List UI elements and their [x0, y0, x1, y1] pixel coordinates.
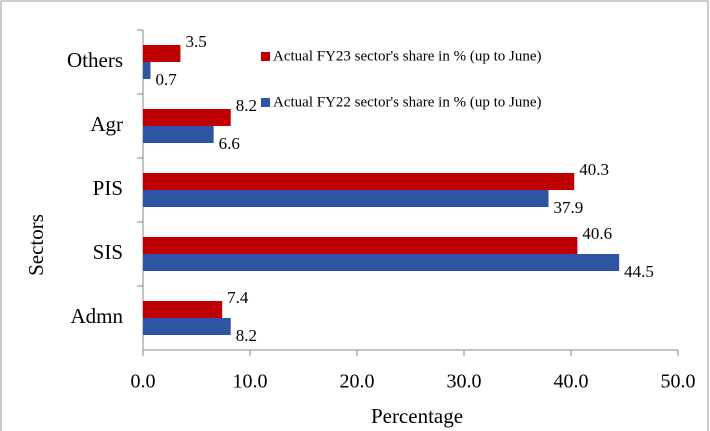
x-tick-label: 20.0: [340, 371, 375, 393]
bar: [143, 190, 549, 207]
bar: [143, 62, 151, 79]
bar: [143, 301, 223, 318]
bar: [143, 173, 575, 190]
data-label: 0.7: [155, 70, 177, 89]
legend-swatch: [261, 98, 270, 107]
bar: [143, 254, 620, 271]
x-tick-label: 50.0: [661, 371, 696, 393]
data-label: 40.3: [579, 160, 609, 179]
data-label: 40.6: [582, 224, 612, 243]
y-tick-label: Agr: [90, 112, 123, 136]
data-label: 6.6: [219, 134, 240, 153]
bar: [143, 237, 578, 254]
x-axis-label: Percentage: [371, 404, 463, 428]
bar: [143, 45, 181, 62]
y-axis-label: Sectors: [24, 214, 48, 276]
x-tick-label: 10.0: [233, 371, 268, 393]
y-tick-label: Others: [67, 48, 123, 72]
legend-label: Actual FY22 sector's share in % (up to J…: [273, 94, 541, 110]
data-label: 8.2: [236, 96, 257, 115]
legend-label: Actual FY23 sector's share in % (up to J…: [273, 48, 541, 64]
bar: [143, 318, 231, 335]
data-label: 8.2: [236, 326, 257, 345]
y-tick-label: SIS: [93, 240, 123, 264]
data-label: 7.4: [227, 288, 249, 307]
bar: [143, 109, 231, 126]
x-tick-label: 30.0: [447, 371, 482, 393]
legend-swatch: [261, 52, 270, 61]
y-tick-label: Admn: [71, 304, 124, 328]
bar: [143, 126, 214, 143]
data-label: 44.5: [624, 262, 654, 281]
x-tick-label: 0.0: [131, 371, 156, 393]
data-label: 3.5: [185, 32, 206, 51]
y-tick-label: PIS: [93, 176, 123, 200]
data-label: 37.9: [554, 198, 584, 217]
x-tick-label: 40.0: [554, 371, 589, 393]
